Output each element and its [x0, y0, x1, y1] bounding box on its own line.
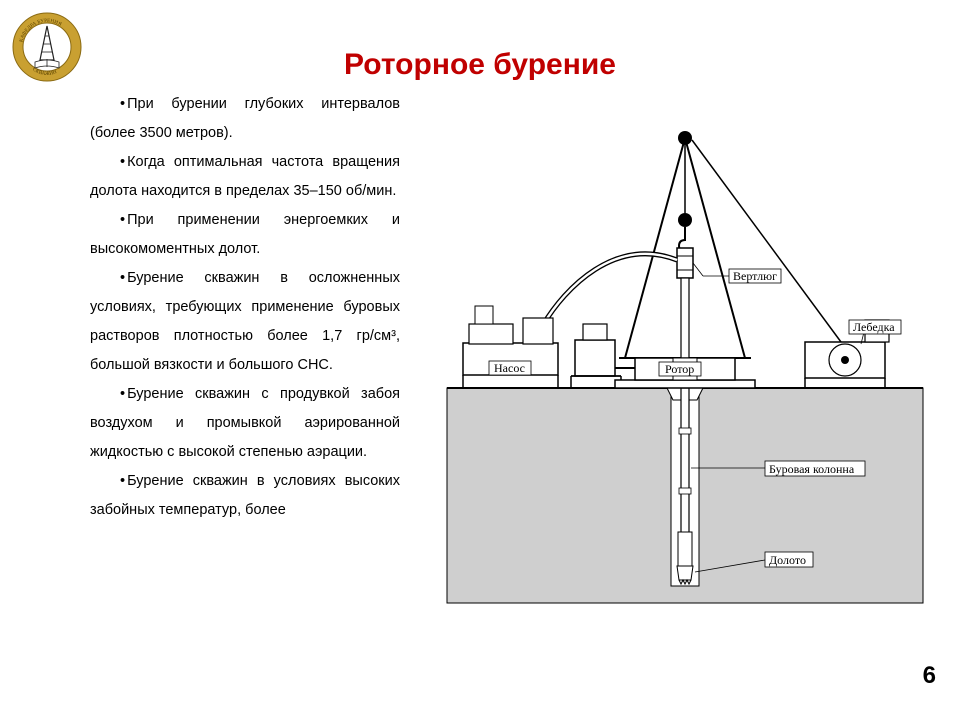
rotor-motor: [575, 324, 635, 376]
drill-collar: [678, 532, 692, 566]
mud-hose: [543, 254, 677, 325]
bullet-item: При применении энергоемких и высокомомен…: [90, 206, 400, 264]
drilling-line: [692, 140, 841, 342]
bullet-text-column: При бурении глубоких интервалов (более 3…: [90, 90, 400, 525]
bullet-item: При бурении глубоких интервалов (более 3…: [90, 90, 400, 148]
bullet-item: Когда оптимальная частота вращения долот…: [90, 148, 400, 206]
bullet-item: Бурение скважин с продувкой забоя воздух…: [90, 380, 400, 467]
bullet-item: Бурение скважин в условиях высоких забой…: [90, 467, 400, 525]
swivel: [677, 248, 693, 278]
bullet-item: Бурение скважин в осложненных условиях, …: [90, 264, 400, 380]
label-winch: Лебедка: [853, 320, 895, 334]
label-swivel: Вертлюг: [733, 269, 777, 283]
label-bit: Долото: [769, 553, 806, 567]
traveling-block: [678, 213, 692, 227]
page-number: 6: [923, 662, 936, 690]
rotary-drilling-schematic: Насос Ротор Вертлюг Лебедка Буровая коло…: [445, 128, 925, 608]
rotor-base: [615, 380, 755, 388]
label-rotor: Ротор: [665, 362, 694, 376]
label-pump: Насос: [494, 361, 525, 375]
mud-pump: [463, 306, 558, 388]
crown-block: [678, 131, 692, 145]
slide-title: Роторное бурение: [0, 48, 960, 82]
label-drill-string: Буровая колонна: [769, 462, 855, 476]
